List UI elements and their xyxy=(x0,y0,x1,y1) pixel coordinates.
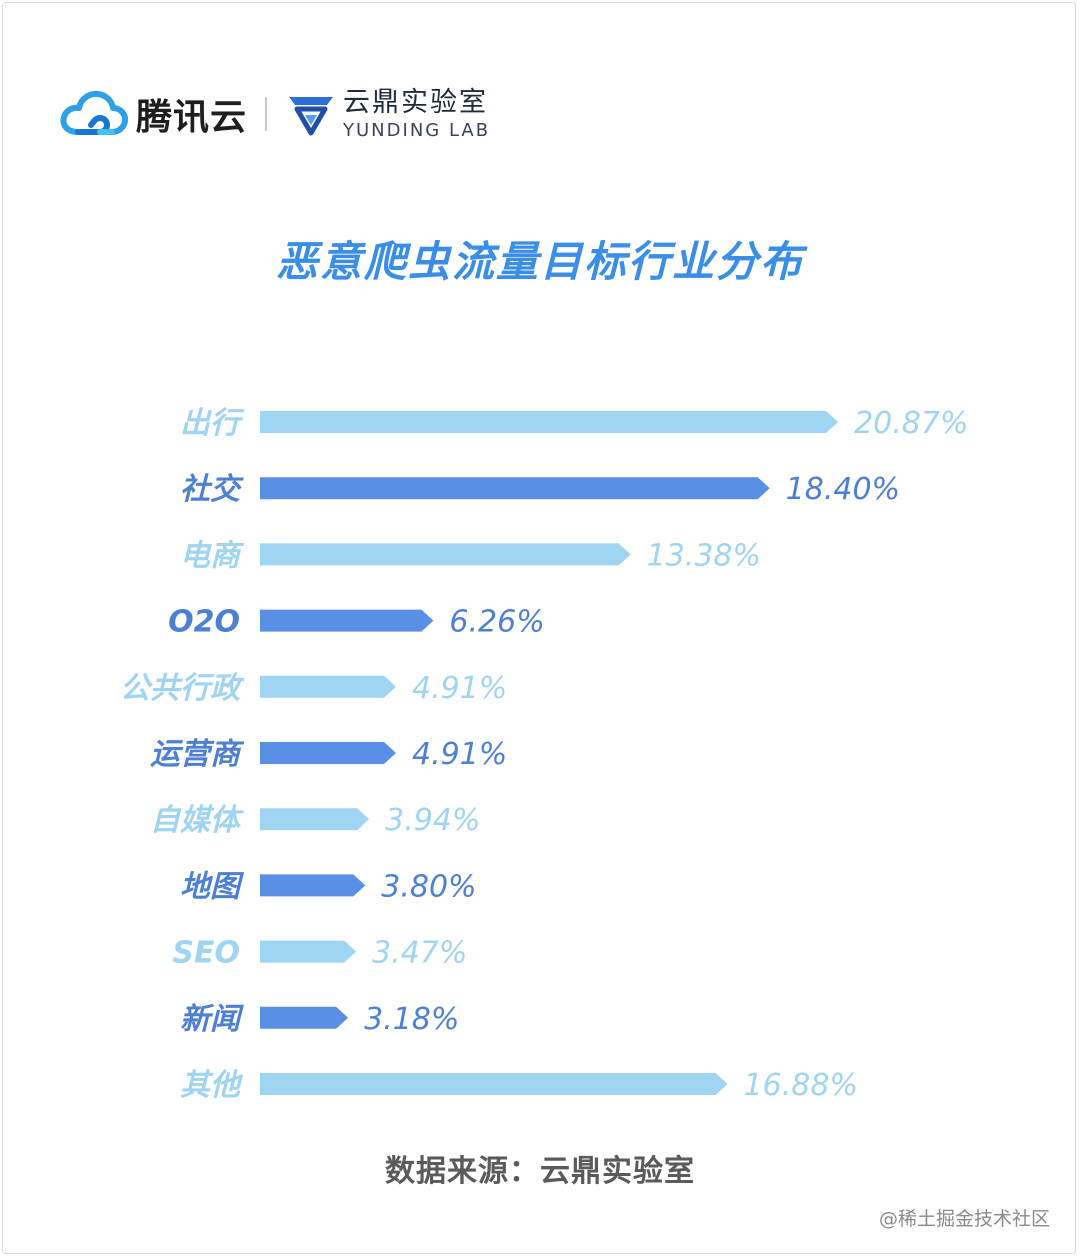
tencent-cloud-icon xyxy=(60,90,128,135)
bar-4 xyxy=(260,675,397,698)
value-label: 16.88% xyxy=(744,1068,858,1103)
category-label: 地图 xyxy=(180,869,245,904)
brand-divider xyxy=(265,97,268,131)
bar-3 xyxy=(260,609,434,632)
category-label: SEO xyxy=(172,936,240,971)
value-label: 3.94% xyxy=(385,803,480,838)
bar-6 xyxy=(260,808,370,831)
data-source: 数据来源：云鼎实验室 xyxy=(385,1154,695,1189)
brand-name: 腾讯云 xyxy=(136,97,248,138)
category-label: 运营商 xyxy=(150,737,245,772)
value-label: 3.18% xyxy=(364,1002,459,1037)
bar-5 xyxy=(260,742,397,764)
category-label: 新闻 xyxy=(180,1002,244,1037)
watermark: @稀土掘金技术社区 xyxy=(878,1208,1050,1230)
value-label: 3.47% xyxy=(372,936,467,971)
value-label: 6.26% xyxy=(449,605,544,640)
lab-name-cn: 云鼎实验室 xyxy=(343,86,489,118)
value-label: 18.40% xyxy=(786,472,900,507)
value-label: 4.91% xyxy=(412,671,507,706)
bar-10 xyxy=(260,1073,728,1095)
value-label: 4.91% xyxy=(412,737,507,772)
category-label: O2O xyxy=(168,605,240,640)
bar-2 xyxy=(260,543,631,566)
bar-0 xyxy=(260,411,839,433)
bar-8 xyxy=(260,940,357,963)
category-label: 公共行政 xyxy=(120,671,245,706)
value-label: 20.87% xyxy=(854,406,968,441)
brand-header: 腾讯云 云鼎实验室 YUNDING LAB xyxy=(60,84,490,144)
bar-7 xyxy=(260,874,366,897)
category-label: 其他 xyxy=(180,1068,244,1103)
chart-title: 恶意爬虫流量目标行业分布 xyxy=(275,237,804,286)
category-label: 社交 xyxy=(180,472,244,507)
bar-9 xyxy=(260,1006,349,1029)
value-label: 3.80% xyxy=(381,869,476,904)
value-label: 13.38% xyxy=(647,538,761,573)
category-label: 出行 xyxy=(180,406,245,441)
category-label: 电商 xyxy=(180,538,245,573)
lab-name: 云鼎实验室 YUNDING LAB xyxy=(343,89,490,140)
category-label: 自媒体 xyxy=(150,803,245,838)
yunding-lab-icon xyxy=(289,97,334,136)
lab-name-en: YUNDING LAB xyxy=(343,119,491,141)
bar-1 xyxy=(260,477,770,500)
